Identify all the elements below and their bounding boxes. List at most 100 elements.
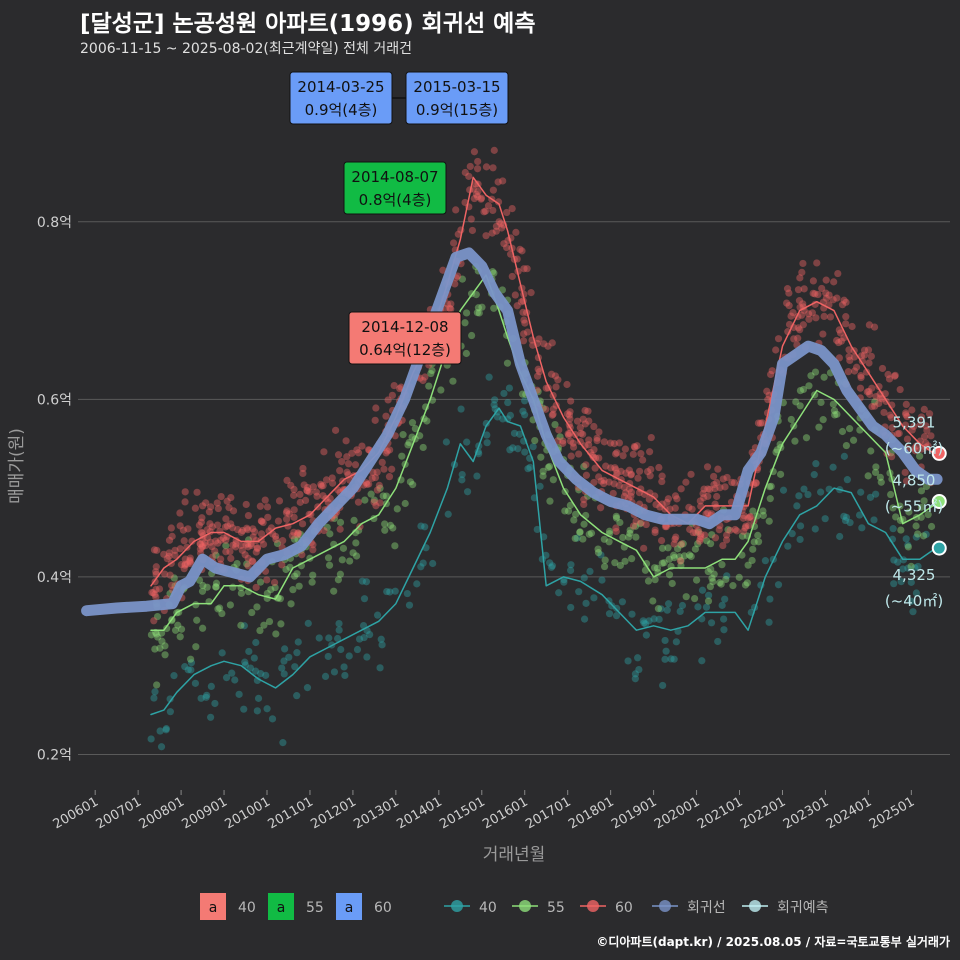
scatter-point-40 [817,488,825,496]
legend-point-swatch [659,900,671,912]
scatter-point-40 [444,510,452,518]
scatter-point-60 [612,527,620,536]
scatter-point-55 [626,529,634,537]
scatter-point-60 [343,453,351,461]
scatter-point-40 [482,419,490,428]
scatter-point-55 [177,625,186,633]
scatter-point-60 [523,265,531,273]
scatter-point-60 [866,390,874,398]
scatter-point-40 [231,676,239,684]
scatter-point-60 [239,526,247,535]
scatter-point-40 [821,515,829,523]
scatter-point-60 [670,540,678,548]
legend-fill-label: 40 [238,900,256,916]
scatter-point-60 [746,513,754,521]
scatter-point-60 [605,478,613,486]
series-lines [81,176,943,716]
scatter-point-40 [840,512,848,520]
scatter-point-60 [508,205,516,213]
scatter-point-60 [700,494,708,502]
scatter-point-60 [372,502,380,510]
scatter-point-60 [612,466,620,474]
scatter-point-55 [600,535,608,543]
legend-line-label: 회귀선 [687,900,726,916]
scatter-point-40 [547,563,556,571]
scatter-point-55 [889,504,897,512]
scatter-point-55 [237,621,245,629]
scatter-point-60 [472,180,480,188]
scatter-point-60 [227,554,235,563]
scatter-point-55 [754,531,762,539]
y-axis-title: 매매가(원) [7,428,27,504]
scatter-point-40 [694,603,702,611]
x-tick-label: 201301 [351,794,401,832]
scatter-point-55 [766,495,774,503]
scatter-point-60 [490,146,498,154]
scatter-point-60 [871,402,879,410]
scatter-point-55 [237,589,246,597]
scatter-point-40 [538,555,546,563]
scatter-point-55 [411,425,420,433]
scatter-point-55 [650,564,659,572]
scatter-point-55 [704,568,712,576]
scatter-point-60 [497,220,505,228]
scatter-point-60 [237,528,246,536]
scatter-point-60 [152,563,160,571]
scatter-point-55 [582,511,590,520]
scatter-point-60 [566,429,574,437]
scatter-point-60 [723,531,731,539]
scatter-point-55 [408,419,417,427]
scatter-point-60 [658,472,666,480]
legend-point-swatch [519,900,531,912]
scatter-point-55 [694,540,702,548]
scatter-point-55 [153,681,161,689]
scatter-point-60 [575,450,583,458]
scatter-point-60 [822,276,830,284]
scatter-point-60 [789,309,797,317]
scatter-point-55 [605,538,613,546]
scatter-point-40 [485,373,493,381]
scatter-point-55 [161,651,169,659]
scatter-point-55 [749,545,757,553]
scatter-point-55 [203,583,211,591]
scatter-point-60 [513,302,521,310]
scatter-point-60 [499,177,507,185]
scatter-point-40 [857,488,865,496]
scatter-point-55 [226,601,234,609]
scatter-point-60 [600,438,608,446]
scatter-point-40 [279,739,287,747]
scatter-point-60 [171,546,179,554]
scatter-point-60 [153,546,161,554]
scatter-point-60 [376,499,384,507]
scatter-point-60 [927,432,935,440]
scatter-point-60 [597,504,605,512]
scatter-point-60 [489,206,497,215]
scatter-point-55 [897,526,905,534]
scatter-point-60 [582,471,591,479]
x-tick-label: 200701 [94,794,144,832]
scatter-point-40 [667,655,675,663]
scatter-point-60 [304,483,312,492]
callout-boxes: 2014-03-25 0.9억(4층) 2015-03-15 0.9억(15층) 201… [289,71,509,365]
scatter-point-60 [891,371,899,379]
scatter-point-55 [709,577,717,586]
scatter-point-60 [613,449,621,457]
scatter-point-60 [213,521,222,529]
scatter-point-55 [544,463,552,472]
scatter-point-60 [746,512,754,521]
scatter-point-60 [671,492,680,500]
scatter-point-40 [294,638,302,646]
scatter-point-40 [257,670,265,678]
scatter-point-60 [474,187,482,195]
scatter-point-40 [640,619,648,627]
scatter-point-60 [733,527,741,535]
scatter-point-60 [470,148,479,156]
scatter-point-60 [794,286,803,294]
scatter-point-40 [150,694,158,702]
y-tick-label: 0.6억 [37,392,72,408]
scatter-point-60 [872,393,880,401]
scatter-point-55 [214,605,222,613]
y-tick-label: 0.8억 [37,215,72,231]
scatter-point-60 [226,547,234,556]
scatter-point-40 [628,610,636,618]
